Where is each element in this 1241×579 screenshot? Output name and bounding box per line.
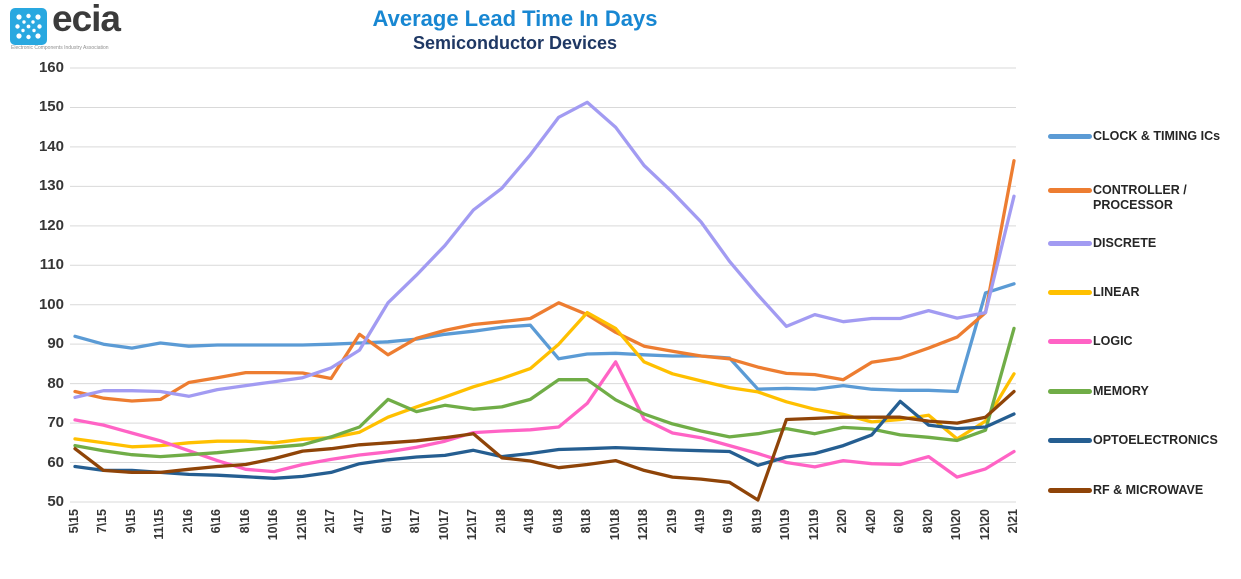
y-tick-label-50: 50 [47,493,64,510]
x-tick-label-25: 8\19 [749,509,764,534]
x-tick-label-7: 8\16 [237,509,252,534]
y-tick-label-110: 110 [39,256,64,274]
legend-label: LOGIC [1093,334,1133,348]
legend-label: CLOCK & TIMING ICs [1093,129,1221,143]
series-line-memory [73,326,1016,459]
legend-swatch-icon [1048,438,1092,443]
x-tick-label-6: 6\16 [209,509,224,534]
x-tick-label-23: 4\19 [693,509,707,534]
y-tick-label-70: 70 [47,414,64,432]
x-tick-label-5: 2\16 [180,509,195,534]
x-tick-label-20: 10\18 [607,509,622,541]
x-tick-label-29: 4\20 [863,509,878,534]
legend-swatch-icon [1048,241,1092,246]
legend-item-clock-timing-ics: CLOCK & TIMING ICs [1048,129,1220,144]
x-tick-label-16: 2\18 [493,509,508,534]
legend-swatch-icon [1048,339,1092,344]
x-tick-label-34: 2\21 [1006,509,1020,534]
legend-swatch-icon [1048,290,1092,295]
chart-subtitle: Semiconductor Devices [412,33,618,53]
x-tick-label-18: 6\18 [550,509,565,534]
legend-item-controller-processor: CONTROLLER / PROCESSOR [1048,183,1233,213]
x-tick-label-33: 12\20 [977,509,992,541]
ecia-logo-icon [10,8,47,45]
series-line-linear [73,310,1016,449]
y-tick-label-100: 100 [38,295,64,313]
chart-title: Average Lead Time In Days [372,6,658,31]
legend-item-optoelectronics: OPTOELECTRONICS [1048,433,1218,448]
x-tick-label-28: 2\20 [835,509,850,534]
ecia-logo-tagline: Electronic Components Industry Associati… [11,45,109,51]
legend-item-memory: MEMORY [1048,384,1149,399]
x-tick-label-15: 12\17 [465,509,480,541]
y-tick-label-60: 60 [47,453,64,471]
x-tick-label-2: 7\15 [95,509,110,534]
x-tick-label-8: 10\16 [266,509,281,541]
y-tick-label-80: 80 [47,374,64,392]
legend: CLOCK & TIMING ICs CONTROLLER / PROCESSOR… [1048,0,1238,579]
legend-item-discrete: DISCRETE [1048,236,1156,251]
x-tick-label-30: 6\20 [892,509,907,534]
x-tick-label-27: 12\19 [806,509,821,541]
x-tick-label-17: 4\18 [522,509,537,534]
legend-swatch-icon [1048,134,1092,139]
legend-label: OPTOELECTRONICS [1093,433,1218,447]
y-tick-label-140: 140 [38,137,64,155]
x-tick-label-1: 5\15 [67,509,81,534]
y-tick-label-130: 130 [38,177,64,195]
y-tick-label-90: 90 [47,335,64,353]
y-tick-label-160: 160 [38,59,64,76]
series-line-rf-microwave [73,389,1016,502]
legend-item-linear: LINEAR [1048,285,1140,300]
x-tick-label-11: 4\17 [351,509,366,534]
x-tick-label-14: 10\17 [436,509,451,541]
title-block: Average Lead Time In Days Semiconductor … [60,0,970,54]
legend-label: DISCRETE [1093,236,1157,250]
x-tick-label-26: 10\19 [778,509,793,541]
series-line-controller-processor [73,159,1016,403]
x-tick-label-19: 8\18 [579,509,594,534]
x-tick-label-32: 10\20 [949,509,964,541]
ecia-logo-wordmark: ecia [52,0,121,39]
x-tick-label-3: 9\15 [123,509,138,534]
y-tick-label-120: 120 [38,216,64,234]
series-line-discrete [73,100,1016,400]
x-tick-label-21: 12\18 [636,509,651,541]
x-tick-label-13: 8\17 [408,509,423,534]
y-tick-label-150: 150 [38,98,64,116]
x-tick-label-22: 2\19 [664,509,679,534]
series-line-optoelectronics [73,399,1016,480]
legend-swatch-icon [1048,389,1092,394]
legend-item-rf-microwave: RF & MICROWAVE [1048,483,1203,498]
x-tick-label-10: 2\17 [323,509,338,534]
legend-label: RF & MICROWAVE [1093,483,1204,497]
legend-swatch-icon [1048,488,1092,493]
x-tick-label-12: 6\17 [380,509,394,534]
series-line-clock-timing-ics [73,282,1016,394]
legend-item-logic: LOGIC [1048,334,1133,349]
ecia-logo: ecia Electronic Components Industry Asso… [10,0,140,56]
legend-label: LINEAR [1093,285,1140,299]
x-tick-label-9: 12\16 [294,509,309,541]
legend-label: MEMORY [1093,384,1149,398]
x-tick-label-31: 8\20 [920,509,935,534]
legend-swatch-icon [1048,188,1092,193]
x-tick-label-24: 6\19 [721,509,736,534]
legend-label: CONTROLLER / PROCESSOR [1093,183,1187,212]
x-tick-label-4: 11\15 [152,509,167,540]
